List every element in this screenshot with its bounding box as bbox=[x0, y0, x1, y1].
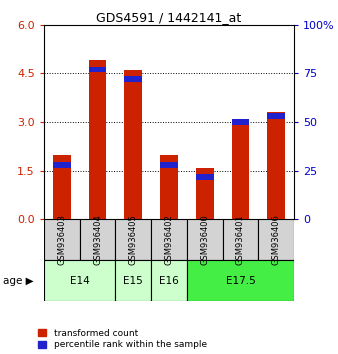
Bar bbox=[124, 76, 142, 82]
Bar bbox=[53, 155, 71, 219]
Bar bbox=[232, 120, 249, 219]
Text: GSM936406: GSM936406 bbox=[272, 215, 281, 265]
Bar bbox=[267, 113, 285, 119]
Bar bbox=[89, 61, 106, 219]
Text: age ▶: age ▶ bbox=[3, 275, 34, 286]
Bar bbox=[115, 219, 151, 260]
Bar bbox=[232, 119, 249, 125]
Bar bbox=[115, 260, 151, 301]
Text: E16: E16 bbox=[159, 275, 179, 286]
Bar bbox=[44, 219, 80, 260]
Text: GSM936403: GSM936403 bbox=[57, 215, 66, 265]
Text: GSM936405: GSM936405 bbox=[129, 215, 138, 265]
Title: GDS4591 / 1442141_at: GDS4591 / 1442141_at bbox=[96, 11, 242, 24]
Bar bbox=[160, 162, 178, 168]
Bar bbox=[187, 219, 223, 260]
Text: E17.5: E17.5 bbox=[225, 275, 255, 286]
Text: GSM936402: GSM936402 bbox=[165, 215, 173, 265]
Bar bbox=[53, 162, 71, 168]
Text: GSM936400: GSM936400 bbox=[200, 215, 209, 265]
Text: E15: E15 bbox=[123, 275, 143, 286]
Bar bbox=[258, 219, 294, 260]
Bar bbox=[267, 113, 285, 219]
Bar bbox=[151, 219, 187, 260]
Bar bbox=[196, 167, 214, 219]
Bar bbox=[160, 155, 178, 219]
Bar bbox=[89, 67, 106, 73]
Bar bbox=[151, 260, 187, 301]
Bar bbox=[44, 260, 115, 301]
Text: GSM936401: GSM936401 bbox=[236, 215, 245, 265]
Text: GSM936404: GSM936404 bbox=[93, 215, 102, 265]
Bar bbox=[196, 174, 214, 179]
Bar bbox=[223, 219, 258, 260]
Text: E14: E14 bbox=[70, 275, 90, 286]
Bar bbox=[187, 260, 294, 301]
Bar bbox=[80, 219, 115, 260]
Bar bbox=[124, 70, 142, 219]
Legend: transformed count, percentile rank within the sample: transformed count, percentile rank withi… bbox=[38, 329, 207, 349]
